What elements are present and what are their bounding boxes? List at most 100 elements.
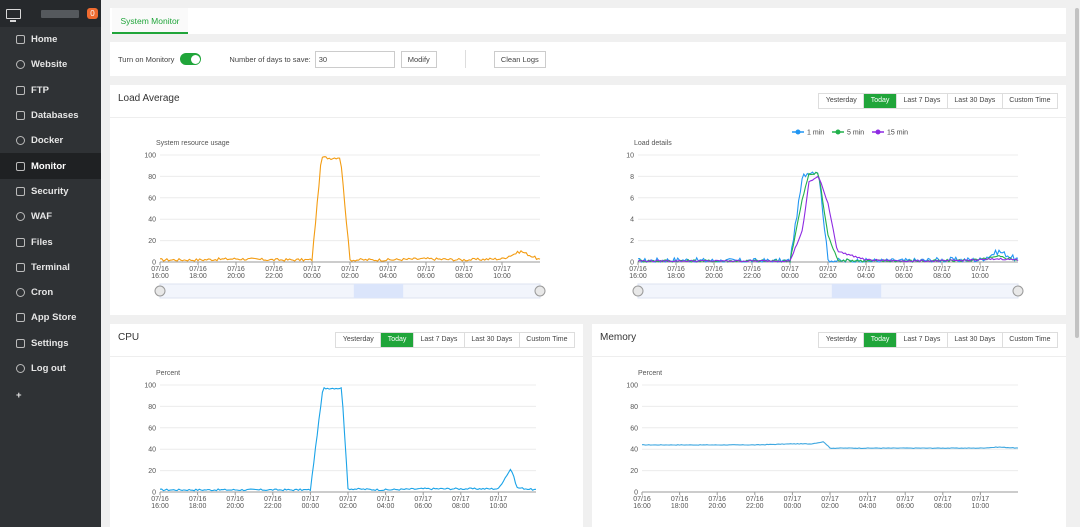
page-scrollbar[interactable] [1075, 8, 1079, 338]
sidebar-item-label: FTP [31, 84, 49, 96]
x-tick-label: 07/16 [743, 266, 761, 273]
sidebar-item-docker[interactable]: Docker [0, 128, 101, 153]
x-tick-label: 07/16 [705, 266, 723, 273]
sidebar-item-settings[interactable]: Settings [0, 331, 101, 356]
sidebar-item-log-out[interactable]: Log out [0, 356, 101, 381]
cpu-chart: Percent10080604020007/1616:0007/1618:000… [144, 370, 537, 510]
y-tick-label: 100 [144, 383, 156, 390]
x-tick-label: 02:00 [339, 503, 357, 510]
series-line-1-min [637, 171, 1019, 264]
sidebar-item-label: Website [31, 59, 68, 71]
x-tick-label: 22:00 [265, 273, 283, 280]
y-axis-label: System resource usage [156, 140, 230, 147]
y-tick-label: 40 [148, 217, 156, 224]
range-last-30-days-button[interactable]: Last 30 Days [465, 333, 520, 347]
y-tick-label: 80 [148, 404, 156, 411]
range-custom-time-button[interactable]: Custom Time [526, 336, 568, 343]
y-tick-label: 4 [630, 217, 634, 224]
x-tick-label: 07/16 [708, 496, 726, 503]
range-last-7-days-button[interactable]: Last 7 Days [897, 94, 948, 108]
terminal-icon [16, 262, 25, 272]
sidebar-item-label: Docker [31, 135, 64, 147]
sidebar-item-terminal[interactable]: Terminal [0, 255, 101, 280]
x-tick-label: 20:00 [226, 503, 244, 510]
x-tick-label: 20:00 [708, 503, 726, 510]
range-today-button[interactable]: Today [864, 94, 897, 108]
x-tick-label: 07/17 [414, 496, 432, 503]
x-tick-label: 07/17 [857, 266, 875, 273]
x-tick-label: 07/17 [303, 266, 321, 273]
sidebar-item-databases[interactable]: Databases [0, 103, 101, 128]
sidebar-item-label: WAF [31, 211, 53, 223]
sidebar-item-app-store[interactable]: App Store [0, 305, 101, 330]
x-tick-label: 07/17 [417, 266, 435, 273]
x-tick-label: 07/16 [227, 266, 245, 273]
x-tick-label: 08:00 [452, 503, 470, 510]
sidebar-item-ftp[interactable]: FTP [0, 78, 101, 103]
y-tick-label: 40 [630, 447, 638, 454]
x-tick-label: 18:00 [189, 273, 207, 280]
x-tick-label: 22:00 [264, 503, 282, 510]
range-yesterday-button[interactable]: Yesterday [819, 94, 865, 108]
sidebar-item-label: Home [31, 34, 58, 46]
range-last-7-days-button[interactable]: Last 7 Days [414, 333, 465, 347]
notification-badge[interactable]: 0 [87, 8, 98, 19]
x-tick-label: 07/17 [339, 496, 357, 503]
x-tick-label: 08:00 [933, 273, 951, 280]
days-input[interactable]: 30 [314, 50, 395, 68]
sidebar-item-waf[interactable]: WAF [0, 204, 101, 229]
range-custom-time-button[interactable]: Custom Time [1009, 336, 1051, 343]
x-tick-label: 07/16 [629, 266, 647, 273]
x-tick-label: 00:00 [303, 273, 321, 280]
series-line-0 [642, 441, 1019, 449]
range-today-button[interactable]: Today [864, 333, 897, 347]
modify-button[interactable]: Modify [400, 50, 437, 68]
load-average-title: Load Average [118, 93, 180, 104]
zoom-slider-track [637, 283, 1019, 299]
range-last-30-days-button[interactable]: Last 30 Days [948, 94, 1003, 108]
range-last-7-days-button[interactable]: Last 7 Days [897, 333, 948, 347]
x-tick-label: 07/16 [151, 266, 169, 273]
sidebar-nav: Home Website FTP Databases Docker Monitor Secu… [0, 27, 101, 408]
monitor-toggle[interactable] [180, 53, 202, 65]
x-tick-label: 07/17 [379, 266, 397, 273]
range-today-button[interactable]: Today [381, 333, 414, 347]
range-yesterday-button[interactable]: Yesterday [336, 333, 382, 347]
sidebar-item-security[interactable]: Security [0, 179, 101, 204]
tab-system-monitor[interactable]: System Monitor [112, 8, 188, 34]
tab-bar: System Monitor [110, 8, 1066, 34]
gear-icon [16, 338, 25, 348]
range-custom-time-button[interactable]: Custom Time [1009, 97, 1051, 104]
range-last-30-days-button[interactable]: Last 30 Days [948, 333, 1003, 347]
sidebar-item-files[interactable]: Files [0, 229, 101, 254]
y-tick-label: 100 [144, 153, 156, 160]
monitor-toggle-label: Turn on Monitory [118, 54, 175, 64]
monitor-icon [16, 161, 25, 171]
x-tick-label: 07/17 [896, 496, 914, 503]
sidebar-item-label: Log out [31, 363, 66, 374]
clean-logs-button[interactable]: Clean Logs [493, 50, 546, 68]
x-tick-label: 00:00 [784, 503, 802, 510]
series-line-15-min [637, 175, 1019, 263]
add-menu-button[interactable]: + [16, 390, 22, 402]
x-tick-label: 07/17 [781, 266, 799, 273]
sidebar-item-cron[interactable]: Cron [0, 280, 101, 305]
x-tick-label: 04:00 [859, 503, 877, 510]
sidebar-item-label: Settings [31, 337, 69, 349]
range-yesterday-button[interactable]: Yesterday [819, 333, 865, 347]
x-tick-label: 20:00 [705, 273, 723, 280]
sidebar-item-label: Files [31, 236, 53, 248]
zoom-handle-right [1012, 285, 1024, 297]
series-line-0 [159, 156, 541, 262]
sidebar-item-website[interactable]: Website [0, 52, 101, 77]
home-icon [16, 35, 25, 45]
grid-icon [16, 313, 25, 323]
x-tick-label: 08:00 [934, 503, 952, 510]
sidebar-item-monitor[interactable]: Monitor [0, 153, 101, 179]
load-details-chart: Load details108642007/1616:0007/1618:000… [626, 129, 1024, 299]
legend-marker [875, 129, 881, 135]
database-icon [16, 111, 25, 121]
legend-marker [835, 129, 841, 135]
sidebar-item-home[interactable]: Home [0, 27, 101, 52]
divider [592, 356, 1066, 357]
